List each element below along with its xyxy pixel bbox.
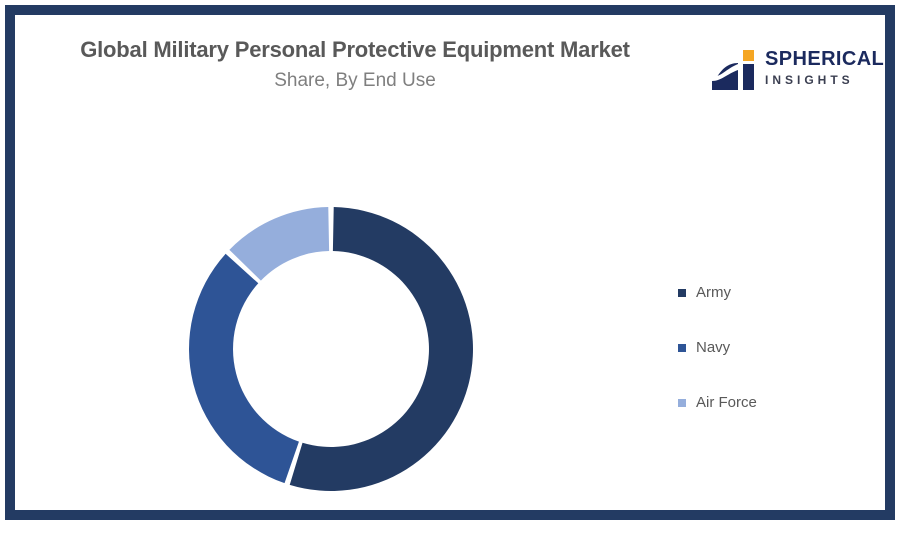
chart-subtitle: Share, By End Use: [274, 70, 436, 91]
spherical-logo-mark-icon: [712, 50, 754, 90]
donut-slice: [189, 253, 299, 484]
legend-label: Air Force: [696, 393, 757, 411]
logo-tagline: INSIGHTS: [765, 73, 854, 87]
chart-frame: Global Military Personal Protective Equi…: [5, 5, 895, 520]
page-title: Global Military Personal Protective Equi…: [80, 37, 630, 62]
donut-chart: [185, 203, 477, 495]
brand-logo: SPHERICAL INSIGHTS: [712, 48, 885, 94]
logo-name: SPHERICAL: [765, 48, 885, 70]
legend-item[interactable]: Army: [678, 265, 848, 320]
donut-slice: [289, 207, 474, 491]
legend-item[interactable]: Navy: [678, 320, 848, 375]
title-block: Global Military Personal Protective Equi…: [75, 35, 635, 94]
legend-swatch-icon: [678, 398, 686, 407]
legend-swatch-icon: [678, 288, 686, 297]
chart-canvas: Global Military Personal Protective Equi…: [15, 15, 885, 510]
legend-swatch-icon: [678, 343, 686, 352]
donut-slices: [189, 207, 474, 491]
donut-chart-svg: [189, 207, 474, 491]
legend-label: Army: [696, 283, 731, 301]
legend-label: Navy: [696, 338, 731, 356]
legend-item[interactable]: Air Force: [678, 375, 848, 430]
chart-legend: Army Navy Air Force: [678, 265, 848, 430]
logo-text: SPHERICAL INSIGHTS: [765, 48, 885, 88]
donut-slice: [229, 207, 330, 281]
